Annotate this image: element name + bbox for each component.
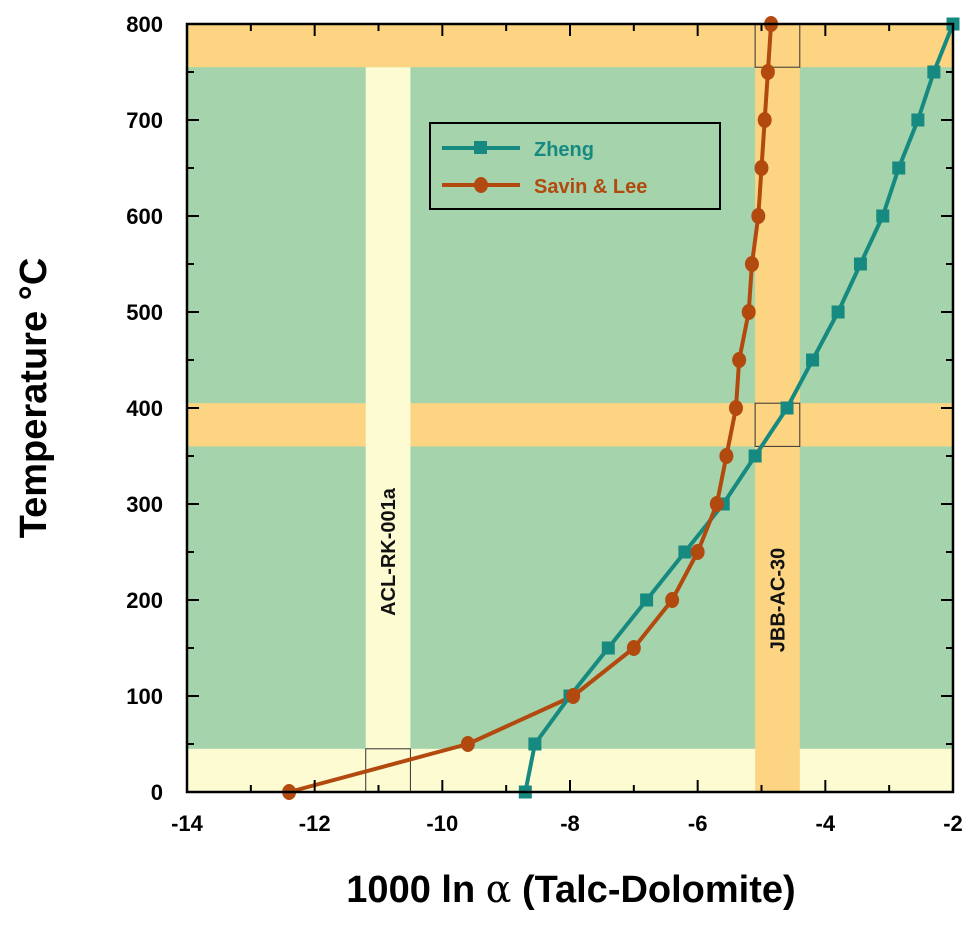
legend-label-savin-lee: Savin & Lee: [534, 176, 647, 198]
y-axis-title: Temperature °C: [13, 258, 55, 539]
point-savin-lee: [741, 304, 756, 320]
point-savin-lee: [728, 400, 743, 416]
point-zheng: [892, 161, 906, 175]
point-savin-lee: [626, 640, 641, 656]
x-tick-label: -14: [171, 811, 204, 836]
point-savin-lee: [757, 112, 772, 128]
y-tick-label: 800: [126, 12, 163, 37]
x-tick-label: -2: [943, 811, 963, 836]
point-savin-lee: [751, 208, 766, 224]
x-tick-label: -4: [816, 811, 836, 836]
point-zheng: [678, 545, 692, 559]
axis-ticks: [186, 23, 954, 793]
x-axis-title-symbol: α: [486, 867, 512, 911]
point-zheng: [911, 113, 925, 127]
point-savin-lee: [460, 736, 475, 752]
band-label-jbb-ac-30: JBB-AC-30: [767, 548, 789, 652]
point-zheng: [927, 65, 941, 79]
band-label-acl-rk-001a: ACL-RK-001a: [378, 487, 400, 616]
band-labels: ACL-RK-001a JBB-AC-30: [378, 487, 789, 652]
point-zheng: [640, 593, 654, 607]
y-tick-label: 700: [126, 108, 163, 133]
y-tick-label: 0: [151, 780, 163, 805]
legend-marker-savin-lee: [474, 177, 488, 193]
point-zheng: [780, 401, 794, 415]
point-zheng: [806, 353, 820, 367]
legend-label-zheng: Zheng: [534, 139, 594, 161]
x-axis-title-prefix: 1000 ln: [346, 869, 485, 911]
legend-box: [429, 122, 721, 210]
point-savin-lee: [709, 496, 724, 512]
series-markers: [282, 16, 960, 800]
tick-labels: -14 -12 -10 -8 -6 -4 -2 0 100 200 300 400 500 600 700 8…: [126, 12, 963, 836]
vertical-band-acl-rk-001a: [365, 67, 411, 792]
point-zheng: [528, 737, 542, 751]
point-savin-lee: [719, 448, 734, 464]
point-savin-lee: [760, 64, 775, 80]
x-axis-title: 1000 ln α (Talc-Dolomite): [346, 867, 795, 911]
point-zheng: [601, 641, 615, 655]
x-tick-label: -8: [560, 811, 580, 836]
y-tick-label: 600: [126, 204, 163, 229]
y-tick-label: 400: [126, 396, 163, 421]
y-tick-label: 300: [126, 492, 163, 517]
point-savin-lee: [744, 256, 759, 272]
y-tick-label: 100: [126, 684, 163, 709]
legend-marker-zheng: [474, 141, 487, 154]
y-tick-label: 500: [126, 300, 163, 325]
y-tick-label: 200: [126, 588, 163, 613]
intersection-box-1: [754, 402, 801, 447]
point-savin-lee: [566, 688, 581, 704]
horizontal-band-1: [187, 403, 953, 447]
point-zheng: [876, 209, 890, 223]
point-savin-lee: [732, 352, 747, 368]
point-savin-lee: [754, 160, 769, 176]
point-savin-lee: [665, 592, 680, 608]
point-zheng: [831, 305, 845, 319]
x-tick-label: -12: [299, 811, 331, 836]
point-savin-lee: [690, 544, 705, 560]
legend: Zheng Savin & Lee: [429, 122, 721, 210]
x-axis-title-suffix: (Talc-Dolomite): [511, 869, 795, 911]
x-tick-label: -6: [688, 811, 708, 836]
x-tick-label: -10: [426, 811, 458, 836]
point-zheng: [748, 449, 762, 463]
point-zheng: [853, 257, 867, 271]
